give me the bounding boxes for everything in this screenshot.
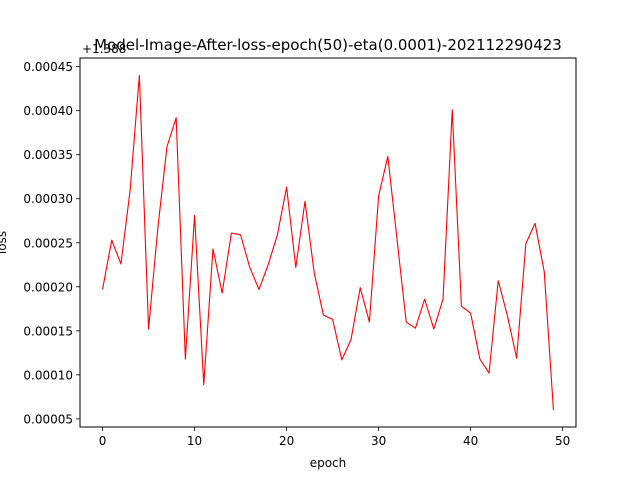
x-tick-label: 0 [99,434,107,448]
x-tick-label: 20 [279,434,294,448]
y-tick-label: 0.00005 [23,412,73,426]
y-tick-label: 0.00010 [23,368,73,382]
x-tick-label: 10 [187,434,202,448]
y-tick-label: 0.00020 [23,280,73,294]
y-axis-offset-label: +1.388 [82,42,126,56]
y-tick-label: 0.00030 [23,192,73,206]
x-axis-label: epoch [310,456,347,470]
y-axis-label: loss [0,231,9,254]
y-tick-label: 0.00035 [23,148,73,162]
x-tick-label: 50 [555,434,570,448]
chart-title: Model-Image-After-loss-epoch(50)-eta(0.0… [94,36,562,54]
y-axis-ticks: 0.00005 0.00010 0.00015 0.00020 0.00025 0.000… [23,60,80,426]
loss-series-line [102,74,554,411]
y-tick-label: 0.00045 [23,60,73,74]
y-tick-label: 0.00040 [23,104,73,118]
x-tick-label: 40 [463,434,478,448]
plot-layer [102,74,554,411]
x-axis-ticks: 0 10 20 30 40 50 [99,427,570,448]
x-tick-label: 30 [371,434,386,448]
y-tick-label: 0.00015 [23,324,73,338]
y-tick-label: 0.00025 [23,236,73,250]
